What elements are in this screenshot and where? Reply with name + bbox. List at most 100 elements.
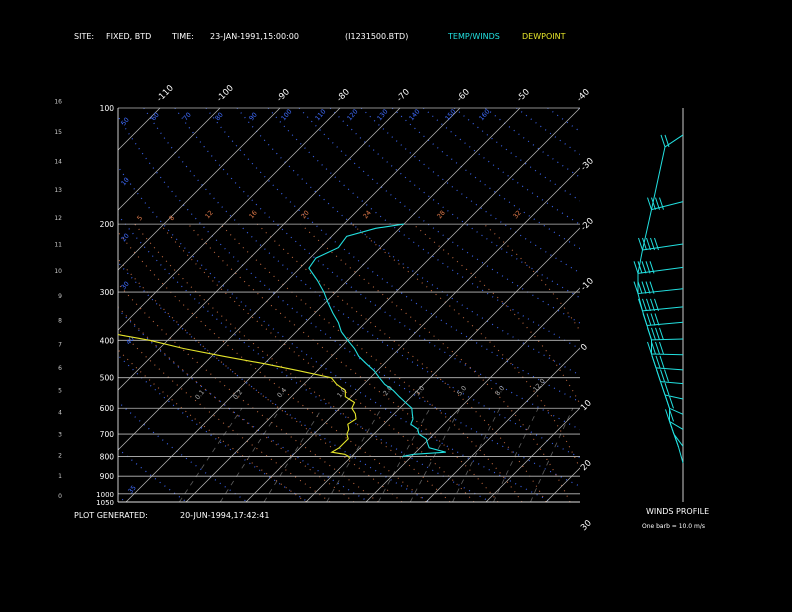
dry-adiabat-line	[516, 108, 580, 156]
dry-adiabat-line	[391, 108, 580, 250]
wind-shaft	[642, 243, 684, 251]
isotherm-line	[0, 108, 40, 502]
site-label: SITE:	[74, 32, 95, 41]
dry-adiabat-line	[236, 108, 580, 376]
dry-adiabat-label: 80	[213, 111, 224, 122]
right-temp-label: 10	[579, 398, 594, 413]
wind-profile-layer	[633, 108, 684, 502]
isotherm-line	[118, 108, 161, 151]
wind-shaft	[646, 321, 684, 326]
height-tick-label: 8	[58, 318, 62, 325]
site-value: FIXED, BTD	[106, 32, 152, 41]
right-temp-label: -10	[579, 276, 596, 293]
dry-adiabat-line	[118, 354, 309, 502]
moist-adiabat-line	[483, 223, 580, 332]
dry-adiabat-line	[118, 495, 126, 502]
height-tick-label: 4	[58, 410, 62, 417]
dry-adiabat-line	[610, 108, 792, 502]
isotherm-line	[0, 108, 100, 502]
wind-barb	[645, 261, 651, 274]
dry-adiabat-label: 70	[181, 111, 192, 122]
mixing-ratio-line	[493, 408, 539, 502]
height-tick-label: 11	[54, 242, 62, 249]
wind-shaft	[642, 306, 684, 312]
wind-barb	[650, 313, 656, 326]
wind-shaft	[651, 353, 684, 356]
height-tick-label: 14	[54, 159, 62, 166]
dry-adiabat-line	[578, 108, 580, 110]
moist-adiabat-label: 8	[167, 214, 176, 222]
mixing-ratio-label: 3.0	[413, 384, 426, 397]
pressure-tick-label: 1050	[96, 499, 114, 507]
adiabats-layer	[0, 108, 792, 502]
height-tick-label: 13	[54, 187, 62, 194]
pressure-tick-label: 400	[100, 336, 115, 345]
moist-adiabat-line	[351, 223, 580, 470]
legend-dewpoint: DEWPOINT	[522, 32, 566, 41]
moist-adiabat-label: 5	[135, 214, 144, 222]
winds-note: One barb = 10.0 m/s	[642, 523, 705, 530]
dry-adiabat-line	[118, 261, 431, 502]
dry-adiabat-line	[0, 108, 65, 502]
chart-labels-layer: 1002003004005006007008009001000105001234…	[54, 83, 596, 533]
height-tick-label: 0	[58, 493, 62, 500]
isotherm-line	[365, 287, 580, 502]
wind-barb	[664, 134, 670, 148]
moist-adiabat-line	[118, 328, 331, 502]
wind-barb	[659, 327, 664, 341]
dry-adiabat-line	[423, 108, 580, 226]
wind-barb	[655, 341, 660, 355]
wind-hodo-trace	[637, 146, 679, 448]
wind-barb	[650, 298, 655, 312]
wind-barb	[664, 382, 670, 396]
plot-generated-value: 20-JUN-1994,17:42:41	[180, 511, 270, 520]
wind-barb	[651, 341, 656, 355]
dry-adiabat-line	[118, 115, 580, 488]
dry-adiabat-label: 50	[119, 116, 130, 127]
wind-shaft	[651, 338, 684, 341]
height-tick-label: 2	[58, 452, 62, 459]
wind-shaft	[655, 367, 684, 371]
mixing-ratio-label: 5.0	[455, 384, 468, 397]
time-value: 23-JAN-1991,15:00:00	[210, 32, 299, 41]
top-temp-label: -110	[155, 83, 176, 104]
pressure-tick-label: 1000	[96, 491, 114, 499]
isotherm-line	[185, 108, 580, 502]
top-temp-label: -80	[335, 87, 352, 104]
isotherm-line	[305, 227, 580, 502]
mixing-ratio-label: 12.0	[531, 377, 546, 393]
right-temp-label: 0	[579, 342, 590, 353]
wind-shaft	[660, 381, 684, 385]
mixing-ratio-line	[178, 407, 243, 502]
pressure-tick-label: 700	[100, 430, 115, 439]
dry-adiabat-line	[267, 108, 580, 350]
dry-adiabat-line	[485, 108, 580, 179]
isotherm-line	[118, 108, 281, 271]
file-value: (I1231500.BTD)	[345, 32, 409, 41]
wind-barb	[659, 341, 664, 355]
mixing-ratio-line	[263, 407, 323, 502]
wind-barb	[649, 281, 655, 294]
mixing-ratio-line	[326, 408, 382, 502]
mixing-ratio-line	[219, 407, 282, 502]
mixing-ratio-line	[409, 408, 461, 502]
isotherm-line	[118, 108, 341, 331]
height-tick-label: 7	[58, 342, 62, 349]
wind-barb	[654, 298, 659, 312]
dry-adiabat-label: 60	[149, 111, 160, 122]
height-tick-label: 1	[58, 473, 62, 480]
wind-barb	[655, 197, 660, 210]
wind-barb	[659, 197, 664, 210]
isotherm-line	[786, 108, 792, 502]
wind-shaft	[673, 433, 684, 447]
height-tick-label: 10	[54, 268, 62, 275]
wind-barb	[633, 281, 639, 294]
top-temp-label: -100	[215, 83, 236, 104]
top-temp-label: -40	[575, 87, 592, 104]
pressure-tick-label: 600	[100, 404, 115, 413]
dry-adiabat-line	[205, 108, 580, 403]
winds-profile-label: WINDS PROFILE	[646, 507, 710, 516]
grid-layer	[117, 107, 580, 503]
legend-temp: TEMP/WINDS	[448, 32, 500, 41]
moist-adiabat-line	[118, 231, 427, 502]
